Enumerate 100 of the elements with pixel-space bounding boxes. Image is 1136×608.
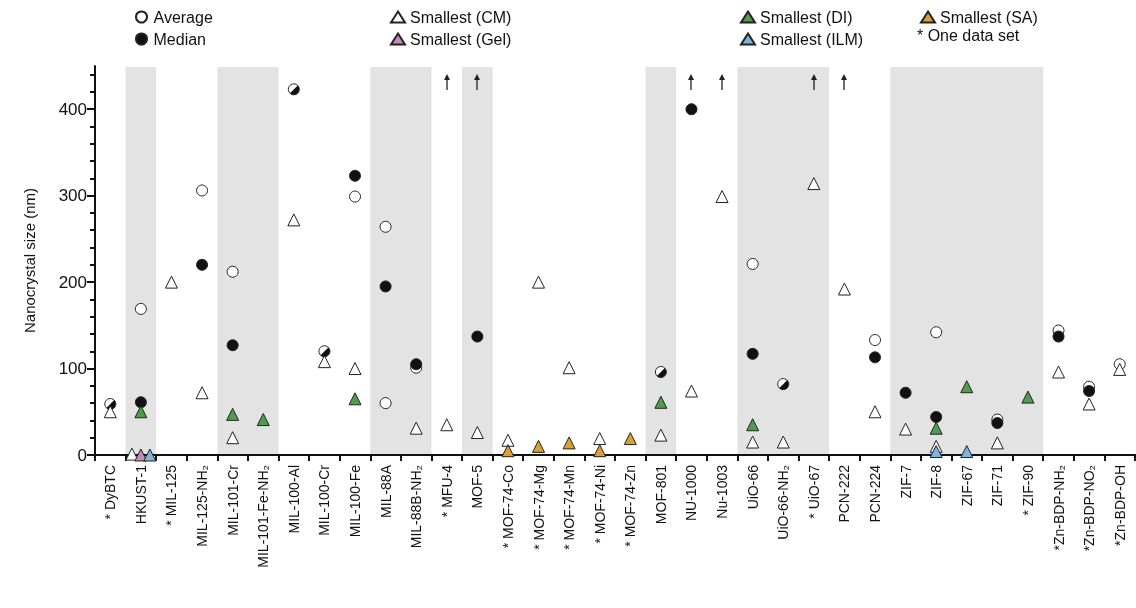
point: [501, 433, 515, 447]
point: [226, 339, 239, 352]
legend-label: Smallest (Gel): [410, 30, 512, 48]
x-tick-label: MIL-125-NH₂: [194, 465, 211, 547]
point: [1052, 330, 1065, 343]
point: [929, 421, 943, 435]
point: [593, 444, 607, 458]
point: [1082, 397, 1096, 411]
point: [899, 386, 912, 399]
x-tick-label: * MOF-74-Zn: [622, 465, 639, 547]
point: [440, 418, 454, 432]
point: [929, 445, 943, 459]
text: * One data set: [917, 26, 1020, 44]
x-tick-label: PCN-222: [836, 464, 853, 523]
point: [317, 355, 331, 369]
x-tick-label: * DyBTC: [102, 465, 119, 520]
x-tick-label: MIL-100-Cr: [316, 464, 333, 536]
x-tick-label: ZIF-8: [928, 464, 945, 499]
x-tick-label: HKUST-1: [132, 464, 149, 525]
point: [930, 326, 943, 339]
legend-label: Smallest (ILM): [760, 30, 864, 48]
y-tick-label: 100: [58, 359, 87, 379]
point: [807, 177, 821, 191]
point: [134, 405, 148, 419]
y-tick-label: 300: [58, 186, 87, 206]
point: [991, 417, 1004, 430]
y-tick-label: 200: [58, 272, 87, 292]
point: [930, 410, 943, 423]
x-tick-label: Nu-1003: [714, 464, 731, 519]
point: [1052, 365, 1066, 379]
point: [746, 435, 760, 449]
point: [226, 407, 240, 421]
y-axis-title: Nanocrystal size (nm): [21, 187, 38, 334]
legend-label: Average: [153, 8, 213, 26]
x-tick-label: UiO-66-NH₂: [775, 465, 792, 540]
x-tick-label: * MOF-74-Co: [499, 464, 516, 549]
x-tick-label: MIL-101-Cr: [224, 464, 241, 536]
point: [868, 405, 882, 419]
point: [470, 426, 484, 440]
point: [990, 436, 1004, 450]
point: [623, 432, 637, 446]
x-tick-label: MIL-100-Fe: [347, 464, 363, 538]
x-tick-label: *Zn-BDP-NO₂: [1081, 465, 1098, 552]
x-tick-label: * MOF-74-Mn: [561, 465, 578, 550]
point: [532, 439, 546, 453]
point: [562, 361, 576, 375]
point: [195, 386, 209, 400]
point: [837, 282, 851, 296]
x-tick-label: * UiO-67: [805, 464, 822, 519]
point: [164, 275, 178, 289]
point: [776, 435, 790, 449]
point: [684, 384, 698, 398]
point: [379, 220, 392, 233]
point: [1021, 390, 1035, 404]
point: [134, 302, 147, 315]
y-tick-label: 0: [77, 445, 87, 465]
point: [409, 421, 423, 435]
point: [501, 444, 515, 458]
point: [1083, 385, 1096, 398]
point: [103, 405, 117, 419]
point: [593, 432, 607, 446]
x-tick-label: * ZIF-90: [1019, 464, 1036, 516]
point: [532, 275, 546, 289]
x-tick-label: ZIF-71: [989, 464, 1006, 507]
x-tick-label: MIL-88A: [377, 464, 394, 518]
x-tick-label: * MIL-125: [163, 464, 180, 526]
x-tick-label: NU-1000: [683, 464, 700, 522]
point: [685, 103, 698, 116]
x-tick-label: ZIF-7: [897, 464, 914, 499]
point: [226, 265, 239, 278]
point: [960, 380, 974, 394]
x-tick-label: UiO-66: [744, 464, 761, 510]
point: [654, 395, 668, 409]
legend-label: Smallest (SA): [940, 8, 1038, 26]
point: [1113, 362, 1127, 376]
point: [379, 280, 392, 293]
point: [348, 392, 362, 406]
x-tick-label: ZIF-67: [958, 464, 975, 507]
point: [471, 330, 484, 343]
x-tick-label: MIL-88B-NH₂: [408, 465, 425, 549]
point: [196, 258, 209, 271]
point: [287, 213, 301, 227]
x-tick-label: * MOF-74-Ni: [591, 465, 608, 544]
point: [960, 445, 974, 459]
point: [869, 351, 881, 364]
point: [746, 418, 760, 432]
x-tick-label: MIL-100-Al: [285, 465, 302, 534]
point: [348, 362, 362, 376]
legend-label: Smallest (CM): [410, 8, 512, 26]
x-tick-label: MOF-5: [469, 464, 486, 509]
x-tick-label: * MOF-74-Mg: [530, 465, 547, 550]
point: [256, 413, 270, 427]
x-tick-label: MIL-101-Fe-NH₂: [255, 465, 272, 568]
point: [134, 396, 147, 409]
point: [746, 347, 759, 360]
y-tick-label: 400: [58, 99, 87, 119]
x-tick-label: *Zn-BDP-OH: [1111, 465, 1128, 546]
legend-label: Median: [153, 30, 206, 48]
x-tick-label: * MFU-4: [438, 464, 455, 518]
x-tick-label: MOF-801: [652, 464, 669, 525]
